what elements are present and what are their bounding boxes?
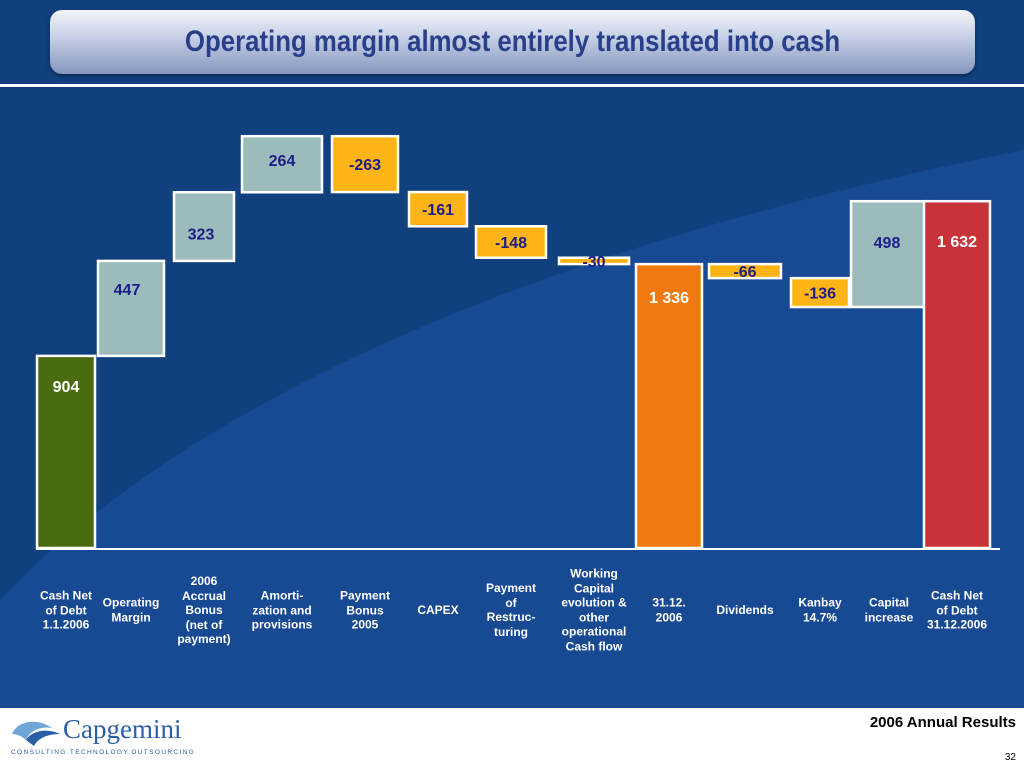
- category-label-line: 31.12.: [652, 595, 686, 610]
- category-label-6: CAPEX: [398, 603, 478, 618]
- category-label-11: Kanbay 14.7%: [780, 596, 860, 625]
- data-label-9: 1 336: [649, 290, 689, 307]
- category-label-3: 2006 Accrual Bonus (net of payment): [164, 574, 244, 647]
- bar-11: [789, 276, 851, 309]
- category-label-line: Margin: [111, 610, 151, 624]
- brand-tagline: CONSULTING.TECHNOLOGY.OUTSOURCING: [11, 749, 196, 756]
- data-label-3: 323: [188, 226, 215, 243]
- category-label-line: provisions: [251, 617, 313, 632]
- category-label-line: increase: [864, 610, 914, 624]
- slide: Operating margin almost entirely transla…: [0, 0, 1024, 708]
- category-label-line: Accrual: [181, 588, 227, 603]
- capgemini-logo: Capgemini CONSULTING.TECHNOLOGY.OUTSOURC…: [8, 714, 194, 764]
- bar-9: [634, 262, 704, 550]
- data-label-2: 447: [114, 282, 141, 299]
- data-label-7: -148: [495, 235, 527, 252]
- category-label-line: Capital: [573, 581, 614, 595]
- category-label-line: other: [579, 610, 609, 624]
- category-label-8: Working Capital evolution & other operationa…: [554, 567, 634, 654]
- category-label-9: 31.12. 2006: [629, 596, 709, 625]
- data-label-11: -136: [804, 286, 836, 303]
- data-label-1: 904: [53, 379, 80, 396]
- category-label-5: Payment Bonus 2005: [325, 588, 405, 632]
- data-label-6: -161: [422, 202, 454, 219]
- category-label-13: Cash Net of Debt 31.12.2006: [917, 588, 997, 632]
- category-label-line: Kanbay: [798, 595, 842, 610]
- data-label-4: 264: [269, 153, 296, 170]
- waterfall-chart: 904 447 323 264 -263 -161 -148 -30 1 336 -66 -136 4…: [35, 134, 1000, 550]
- category-label-line: 1.1.2006: [42, 617, 90, 632]
- category-label-line: Payment: [485, 581, 537, 595]
- category-label-line: Operating: [102, 595, 160, 610]
- data-label-13: 1 632: [937, 234, 977, 251]
- category-label-12: Capital increase: [849, 596, 929, 625]
- category-label-line: Bonus: [185, 602, 223, 617]
- bar-13: [922, 199, 992, 550]
- bar-7: [474, 225, 548, 259]
- brand-name: Capgemini: [63, 714, 182, 744]
- category-label-line: of Debt: [45, 602, 87, 617]
- data-label-8: -30: [582, 254, 605, 271]
- category-label-line: CAPEX: [417, 602, 459, 617]
- title-bar: Operating margin almost entirely transla…: [50, 10, 975, 74]
- bar-4: [240, 134, 324, 194]
- data-label-5: -263: [349, 157, 381, 174]
- category-label-line: Cash flow: [565, 639, 623, 653]
- category-label-line: of: [505, 595, 517, 610]
- bar-8: [557, 256, 631, 266]
- title-divider: [0, 84, 1024, 87]
- category-label-2: Operating Margin: [91, 596, 171, 625]
- category-label-line: Cash Net: [39, 588, 92, 603]
- category-label-line: Working: [570, 566, 618, 581]
- category-label-line: payment): [177, 631, 231, 646]
- category-label-line: zation and: [252, 602, 312, 617]
- category-label-line: Amorti-: [260, 588, 304, 603]
- bar-3: [172, 191, 236, 263]
- category-label-10: Dividends: [705, 603, 785, 618]
- category-label-4: Amorti-zation and provisions: [242, 588, 322, 632]
- bar-1: [35, 354, 97, 550]
- bar-5: [330, 134, 400, 194]
- category-label-line: Cash Net: [930, 588, 983, 603]
- page-number: 32: [1004, 752, 1016, 763]
- category-label-line: 14.7%: [802, 610, 838, 624]
- spade-logo-icon: [12, 721, 60, 746]
- bar-6: [407, 190, 469, 228]
- page-title: Operating margin almost entirely transla…: [184, 25, 841, 58]
- category-label-line: 2005: [351, 617, 379, 632]
- category-label-line: operational: [561, 624, 627, 639]
- background-swoosh: [0, 150, 1024, 708]
- category-label-line: 31.12.2006: [926, 617, 988, 632]
- bar-2: [96, 259, 166, 358]
- category-label-line: (net of: [185, 617, 223, 632]
- category-label-7: Payment of Restruc-turing: [471, 581, 551, 639]
- category-label-line: Bonus: [346, 602, 384, 617]
- category-label-line: 2006: [655, 610, 683, 624]
- category-label-line: Dividends: [716, 602, 774, 617]
- category-label-line: 2006: [190, 573, 218, 588]
- category-label-line: Payment: [339, 588, 391, 603]
- footer: Capgemini CONSULTING.TECHNOLOGY.OUTSOURC…: [0, 708, 1024, 768]
- category-label-line: Capital: [868, 595, 909, 610]
- bar-12: [849, 199, 929, 309]
- data-label-10: -66: [733, 264, 756, 281]
- report-name: 2006 Annual Results: [869, 714, 1016, 731]
- category-label-line: turing: [494, 624, 528, 639]
- category-label-line: of Debt: [936, 602, 978, 617]
- category-label-1: Cash Net of Debt 1.1.2006: [26, 588, 106, 632]
- category-label-line: Restruc-: [486, 610, 536, 624]
- category-label-line: evolution &: [561, 595, 627, 610]
- bar-10: [707, 262, 783, 280]
- data-label-12: 498: [874, 235, 901, 252]
